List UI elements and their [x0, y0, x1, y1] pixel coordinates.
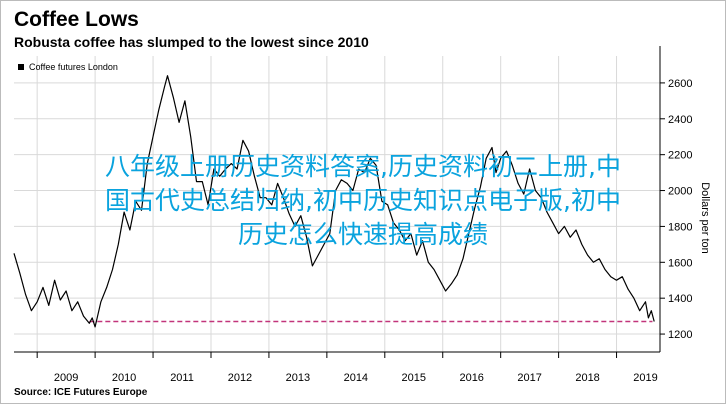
chart-subtitle: Robusta coffee has slumped to the lowest… [14, 34, 369, 50]
x-tick-label: 2010 [112, 372, 136, 384]
legend: Coffee futures London [18, 62, 118, 72]
y-tick-label: 2400 [668, 114, 692, 126]
y-tick-labels: 1200 1400 1600 1800 2000 2200 2400 2600 [668, 78, 692, 341]
x-tick-label: 2009 [54, 372, 78, 384]
x-tick-label: 2015 [402, 372, 426, 384]
y-tick-label: 1800 [668, 221, 692, 233]
y-tick-label: 1400 [668, 293, 692, 305]
y-tick-label: 2600 [668, 78, 692, 90]
series-line [13, 75, 655, 328]
x-tick-label: 2014 [344, 372, 368, 384]
x-tick-label: 2012 [228, 372, 252, 384]
x-tick-label: 2016 [459, 372, 483, 384]
y-tick-label: 2000 [668, 186, 692, 198]
watermark-overlay: 八年级上册历史资料答案,历史资料初二上册,中 国古代史总结归纳,初中历史知识点电… [0, 150, 726, 252]
legend-label: Coffee futures London [29, 62, 118, 72]
y-tick-label: 1200 [668, 329, 692, 341]
x-tick-labels: 2009 2010 2011 2012 2013 2014 2015 2016 2017 2018… [54, 372, 658, 384]
overlay-line: 八年级上册历史资料答案,历史资料初二上册,中 [105, 152, 621, 181]
y-tick-label: 2200 [668, 150, 692, 162]
source-note: Source: ICE Futures Europe [14, 387, 148, 398]
x-tick-label: 2011 [170, 372, 194, 384]
x-tick-label: 2017 [517, 372, 541, 384]
axes [14, 46, 665, 358]
legend-swatch [18, 64, 24, 70]
y-tick-label: 1600 [668, 257, 692, 269]
chart-title: Coffee Lows [14, 8, 139, 31]
y-axis-label: Dollars per ton [699, 182, 711, 254]
x-tick-label: 2019 [633, 372, 657, 384]
series-group [13, 75, 655, 328]
x-tick-label: 2013 [286, 372, 310, 384]
overlay-line: 国古代史总结归纳,初中历史知识点电子版,初中 [105, 186, 621, 215]
overlay-line: 历史怎么快速提高成绩 [237, 220, 488, 249]
x-tick-label: 2018 [575, 372, 599, 384]
